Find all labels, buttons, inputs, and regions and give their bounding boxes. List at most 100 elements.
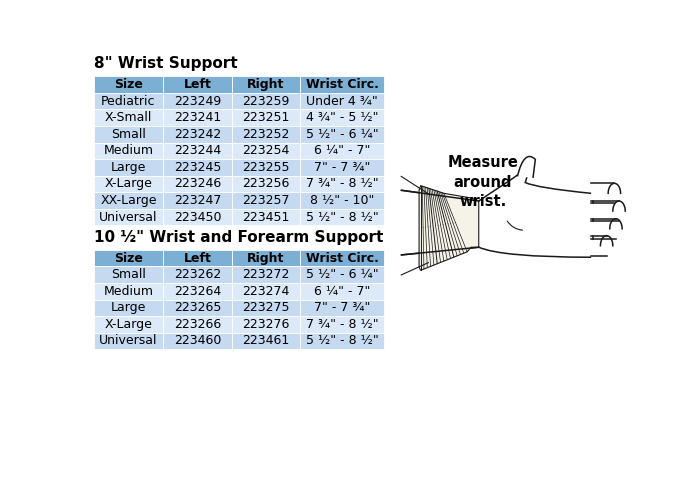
Bar [94,126,164,142]
Bar [300,126,384,142]
Bar [164,316,231,333]
Bar [231,76,300,93]
Text: X-Small: X-Small [105,111,152,124]
Bar [300,192,384,209]
Bar [94,333,164,349]
Text: 6 ¼" - 7": 6 ¼" - 7" [314,285,370,298]
Text: 10 ½" Wrist and Forearm Support: 10 ½" Wrist and Forearm Support [94,229,383,244]
Bar [300,283,384,300]
Bar [164,250,231,267]
Bar [231,300,300,316]
Text: 223257: 223257 [242,194,289,207]
Text: 223262: 223262 [174,268,221,281]
Bar [300,316,384,333]
Text: 5 ½" - 6 ¼": 5 ½" - 6 ¼" [305,128,378,141]
Text: 223251: 223251 [242,111,289,124]
Bar [300,267,384,283]
Text: 223259: 223259 [242,95,289,108]
Text: 8" Wrist Support: 8" Wrist Support [94,56,237,71]
Bar [94,250,164,267]
Text: 223264: 223264 [174,285,221,298]
Bar [231,283,300,300]
Text: Small: Small [111,268,146,281]
Bar [94,176,164,192]
Text: 223247: 223247 [174,194,221,207]
Text: 7 ¾" - 8 ½": 7 ¾" - 8 ½" [305,318,378,331]
Bar [164,267,231,283]
Text: 5 ½" - 6 ¼": 5 ½" - 6 ¼" [305,268,378,281]
Bar [231,333,300,349]
Bar [300,209,384,225]
Text: 223242: 223242 [174,128,221,141]
Text: 223244: 223244 [174,144,221,157]
Text: 223249: 223249 [174,95,221,108]
Text: 5 ½" - 8 ½": 5 ½" - 8 ½" [305,335,378,348]
Text: Universal: Universal [99,335,158,348]
Text: Measure
around
wrist.: Measure around wrist. [447,155,518,209]
Text: 223460: 223460 [174,335,221,348]
Bar [94,267,164,283]
Bar [94,76,164,93]
Text: 223245: 223245 [174,161,221,174]
Bar [300,76,384,93]
Bar [94,142,164,159]
Text: 223461: 223461 [242,335,289,348]
Bar [94,316,164,333]
Bar [300,333,384,349]
Text: 223274: 223274 [242,285,289,298]
Text: X-Large: X-Large [105,318,152,331]
Text: 6 ¼" - 7": 6 ¼" - 7" [314,144,370,157]
Bar [231,93,300,109]
Text: 223254: 223254 [242,144,289,157]
Bar [231,267,300,283]
Bar [300,300,384,316]
Bar [300,93,384,109]
Bar [164,283,231,300]
Bar [164,159,231,176]
Text: 223275: 223275 [242,302,289,314]
Text: Right: Right [247,78,284,91]
Text: Wrist Circ.: Wrist Circ. [305,252,378,265]
Text: 223241: 223241 [174,111,221,124]
Bar [300,250,384,267]
Bar [164,192,231,209]
Text: Left: Left [184,78,211,91]
Bar [231,126,300,142]
Text: XX-Large: XX-Large [100,194,157,207]
Text: Small: Small [111,128,146,141]
Text: 4 ¾" - 5 ½": 4 ¾" - 5 ½" [305,111,378,124]
Text: 223252: 223252 [242,128,289,141]
Text: 223255: 223255 [242,161,289,174]
PathPatch shape [517,156,535,178]
Text: 223266: 223266 [174,318,221,331]
Bar [231,109,300,126]
Bar [164,76,231,93]
Text: 223265: 223265 [174,302,221,314]
Bar [94,283,164,300]
Bar [94,192,164,209]
Text: 223246: 223246 [174,177,221,190]
Text: 223272: 223272 [242,268,289,281]
Bar [231,250,300,267]
Text: Medium: Medium [103,285,154,298]
Bar [94,109,164,126]
Bar [231,209,300,225]
Text: 223450: 223450 [174,210,221,223]
Bar [231,142,300,159]
Text: X-Large: X-Large [105,177,152,190]
Bar [164,209,231,225]
PathPatch shape [419,186,479,271]
Text: 5 ½" - 8 ½": 5 ½" - 8 ½" [305,210,378,223]
Text: Large: Large [110,161,146,174]
Text: Right: Right [247,252,284,265]
Bar [164,300,231,316]
PathPatch shape [479,176,591,257]
Text: Wrist Circ.: Wrist Circ. [305,78,378,91]
Bar [164,93,231,109]
Bar [300,159,384,176]
Bar [164,176,231,192]
Bar [94,300,164,316]
Text: Universal: Universal [99,210,158,223]
Bar [231,159,300,176]
Text: Large: Large [110,302,146,314]
